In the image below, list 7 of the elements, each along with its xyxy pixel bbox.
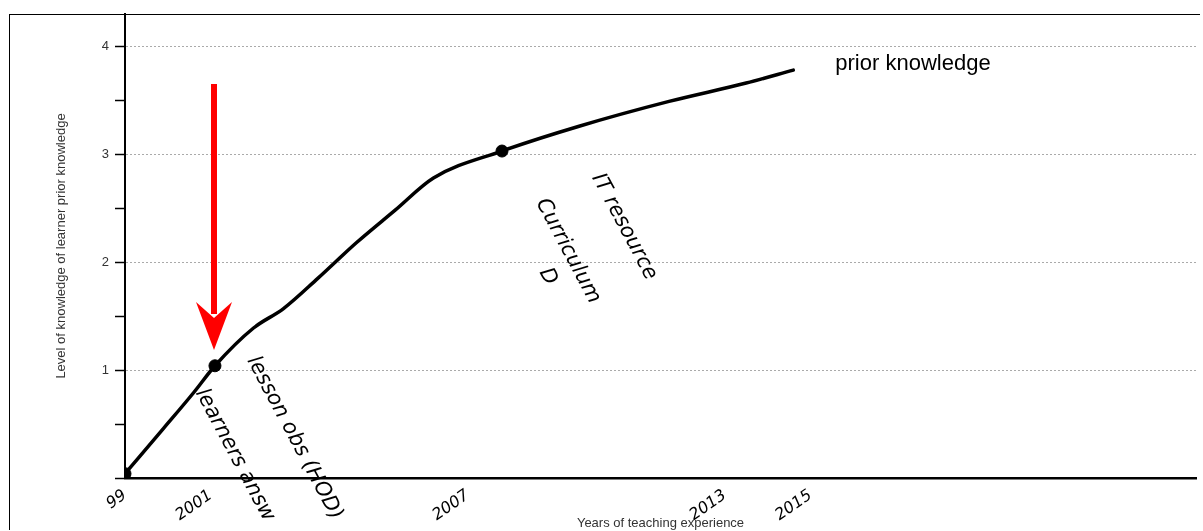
- series-label: prior knowledge: [835, 50, 991, 76]
- y-tick-label: 2: [101, 253, 109, 269]
- x-tick-label: 99: [102, 484, 130, 513]
- y-tick-label: 3: [101, 145, 109, 161]
- y-tick-label: 1: [101, 361, 109, 377]
- y-axis-title: Level of knowledge of learner prior knowledge: [53, 113, 69, 379]
- y-tick-label: 4: [101, 37, 109, 53]
